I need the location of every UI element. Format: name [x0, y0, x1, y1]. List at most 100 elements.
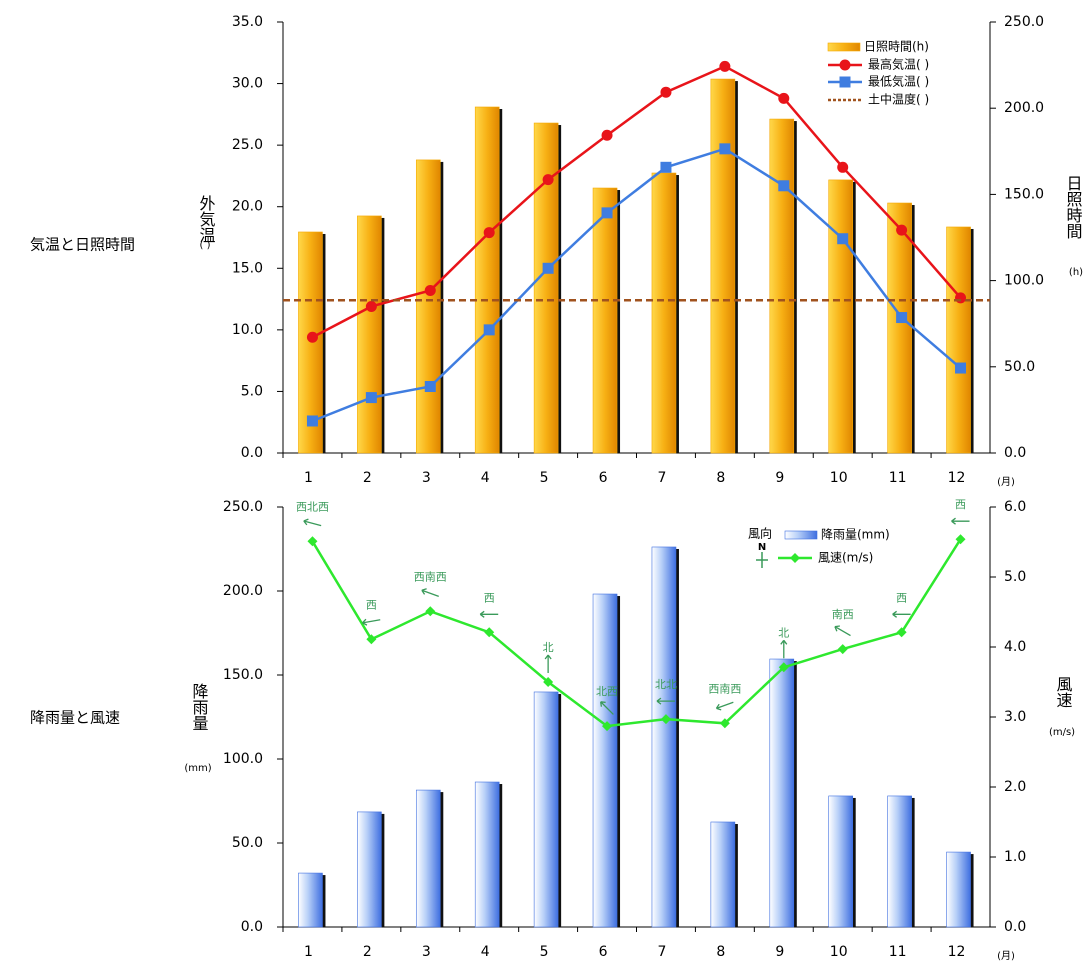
wind-arrow [656, 697, 675, 705]
bar [415, 159, 441, 454]
marker [601, 129, 613, 141]
marker [542, 262, 554, 274]
wind-direction-label: 西 [896, 591, 907, 604]
bar [357, 811, 382, 928]
marker [719, 143, 731, 155]
marker [837, 644, 848, 655]
y2-tick-label: 250.0 [1004, 14, 1044, 30]
marker [955, 292, 967, 304]
marker [896, 224, 908, 236]
marker [365, 300, 377, 312]
y2-axis-unit: (m/s) [1049, 727, 1075, 738]
legend-label: 風向 [748, 526, 772, 541]
wind-arrow [362, 618, 381, 626]
marker [366, 634, 377, 645]
y-tick-label: 150.0 [223, 667, 263, 683]
legend-swatch [784, 530, 818, 540]
wind-arrow [715, 701, 734, 711]
wind-direction-label: 南西 [832, 608, 854, 621]
line [311, 538, 962, 728]
wind-direction-label: 北 [543, 641, 554, 654]
marker [484, 627, 495, 638]
marker [955, 534, 966, 545]
y2-tick-label: 150.0 [1004, 186, 1044, 202]
legend-swatch [827, 42, 861, 52]
x-tick-label: 2 [363, 470, 372, 486]
y2-tick-label: 50.0 [1004, 359, 1035, 375]
marker [307, 536, 318, 547]
y-tick-label: 250.0 [223, 499, 263, 515]
x-tick-label: 1 [304, 944, 313, 960]
bar [651, 546, 677, 928]
wind-arrow [544, 654, 552, 673]
marker [601, 207, 613, 219]
line [311, 147, 962, 423]
x-unit: (月) [997, 950, 1015, 961]
y2-tick-label: 6.0 [1004, 499, 1026, 515]
x-tick-label: 5 [540, 470, 549, 486]
legend-label: 日照時間(h) [864, 40, 929, 54]
y-tick-label: 200.0 [223, 583, 263, 599]
y2-tick-label: 3.0 [1004, 709, 1026, 725]
x-tick-label: 3 [422, 470, 431, 486]
y-tick-label: 30.0 [232, 76, 263, 92]
marker [306, 331, 318, 343]
x-tick-label: 6 [599, 944, 608, 960]
y-tick-label: 35.0 [232, 14, 263, 30]
legend-label: 風速(m/s) [818, 551, 873, 565]
marker [543, 677, 554, 687]
x-tick-label: 8 [716, 470, 725, 486]
bar [651, 172, 677, 454]
y-tick-label: 50.0 [232, 835, 263, 851]
bar [357, 215, 382, 454]
x-tick-label: 10 [830, 470, 848, 486]
bar [828, 795, 854, 928]
marker [778, 662, 789, 673]
bar [592, 593, 618, 928]
wind-arrow [951, 517, 970, 525]
marker [660, 714, 671, 725]
marker [602, 721, 613, 732]
marker [424, 284, 436, 296]
y2-axis-label: 日照時間 [1064, 175, 1083, 240]
marker [896, 627, 907, 638]
marker [778, 180, 790, 192]
marker [365, 392, 377, 404]
x-tick-label: 4 [481, 470, 490, 486]
y2-tick-label: 0.0 [1004, 919, 1026, 935]
y-tick-label: 20.0 [232, 199, 263, 215]
wind-direction-label: 北北 [655, 678, 677, 691]
x-tick-label: 2 [363, 944, 372, 960]
marker [306, 415, 318, 427]
y2-tick-label: 1.0 [1004, 849, 1026, 865]
compass-symbol [756, 552, 768, 568]
x-tick-label: 1 [304, 470, 313, 486]
y-axis-label: 降雨量 [190, 683, 209, 731]
y2-tick-label: 0.0 [1004, 445, 1026, 461]
x-tick-label: 9 [775, 470, 784, 486]
wind-arrow [303, 518, 322, 527]
marker [778, 92, 790, 104]
legend-label: 最高気温( ) [868, 57, 929, 72]
y2-tick-label: 4.0 [1004, 639, 1026, 655]
bar [592, 187, 618, 454]
y2-tick-label: 100.0 [1004, 273, 1044, 289]
wind-arrow [600, 701, 614, 715]
y-tick-label: 5.0 [241, 383, 263, 399]
marker [660, 86, 672, 98]
y-tick-label: 10.0 [232, 322, 263, 338]
x-tick-label: 7 [657, 470, 666, 486]
wind-direction-label: 西 [366, 598, 377, 611]
wind-arrow [421, 588, 439, 597]
legend-box [744, 522, 896, 568]
wind-direction-label: 西 [955, 498, 966, 511]
wind-arrow [479, 610, 499, 618]
marker [837, 161, 849, 173]
legend-label: 土中温度( ) [868, 92, 929, 107]
y-axis-unit: (mm) [184, 763, 211, 774]
x-tick-label: 4 [481, 944, 490, 960]
bar [474, 781, 500, 928]
y-tick-label: 25.0 [232, 137, 263, 153]
bar [533, 122, 559, 454]
